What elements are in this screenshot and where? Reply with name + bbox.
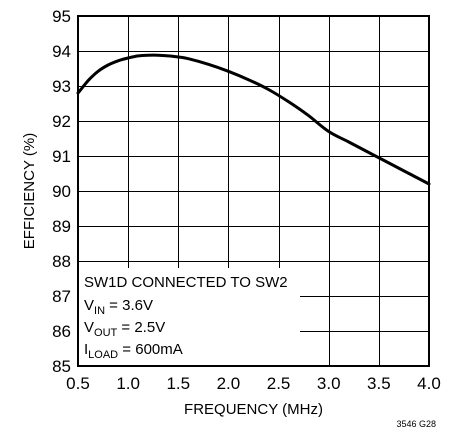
annotation-vout: VOUT = 2.5V — [84, 319, 165, 339]
annotation-iload: ILOAD = 600mA — [84, 341, 183, 361]
plot-frame — [77, 15, 430, 367]
efficiency-curve — [76, 53, 431, 186]
y-tick-label: 94 — [52, 42, 71, 61]
x-axis-ticks: 0.5 1.0 1.5 2.0 2.5 3.0 3.5 4.0 — [66, 374, 441, 393]
x-tick-label: 2.5 — [267, 374, 291, 393]
y-tick-label: 92 — [52, 112, 71, 131]
x-tick-label: 4.0 — [417, 374, 441, 393]
x-tick-label: 3.5 — [367, 374, 391, 393]
series-layer — [76, 53, 431, 186]
y-tick-label: 88 — [52, 252, 71, 271]
figure-code: 3546 G28 — [396, 419, 436, 429]
y-tick-label: 91 — [52, 147, 71, 166]
y-tick-label: 89 — [52, 217, 71, 236]
y-tick-label: 93 — [52, 77, 71, 96]
annotation-vin: VIN = 3.6V — [84, 297, 153, 317]
x-axis-title: FREQUENCY (MHz) — [184, 401, 323, 418]
y-tick-label: 87 — [52, 287, 71, 306]
x-tick-label: 2.0 — [217, 374, 241, 393]
y-axis-title: EFFICIENCY (%) — [21, 133, 38, 249]
x-tick-label: 0.5 — [66, 374, 90, 393]
y-axis-ticks: 85 86 87 88 89 90 91 92 93 94 95 — [52, 7, 71, 376]
annotation-box-bg — [74, 268, 300, 366]
x-tick-label: 1.0 — [116, 374, 140, 393]
annotation-block: SW1D CONNECTED TO SW2 VIN = 3.6V VOUT = … — [84, 274, 288, 361]
y-tick-label: 85 — [52, 357, 71, 376]
x-tick-label: 1.5 — [166, 374, 190, 393]
y-tick-label: 90 — [52, 182, 71, 201]
y-tick-label: 95 — [52, 7, 71, 26]
y-tick-label: 86 — [52, 322, 71, 341]
x-tick-label: 3.0 — [317, 374, 341, 393]
annotation-connection: SW1D CONNECTED TO SW2 — [84, 274, 288, 291]
